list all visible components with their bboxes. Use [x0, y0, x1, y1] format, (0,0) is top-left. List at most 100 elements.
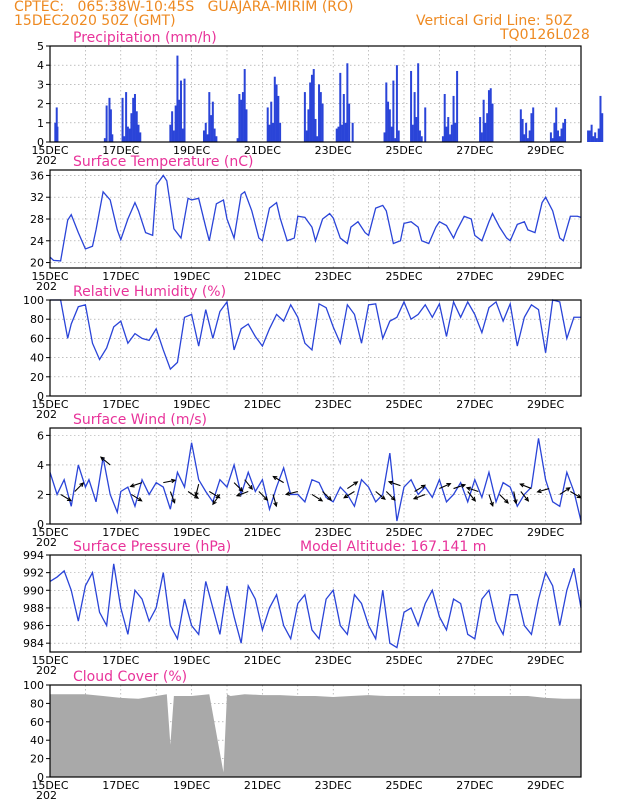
precip-bar [491, 103, 494, 142]
x-date-label: 25DEC [385, 526, 422, 539]
wind-arrow [343, 491, 355, 499]
wind-arrow-head [129, 483, 135, 488]
wind-arrow-head [66, 496, 72, 502]
header-station: CPTEC: 065:38W-10:45S GUAJARA-MIRIM (RO) [14, 0, 354, 15]
precip-bar [449, 134, 452, 142]
wind-arrow [375, 491, 386, 500]
precip-bar [309, 82, 312, 142]
wind-arrow [272, 494, 277, 507]
x-date-label: 15DEC [31, 526, 68, 539]
y-tick-label: 2 [37, 488, 44, 501]
series-line [49, 174, 582, 262]
y-tick-label: 1 [37, 117, 44, 130]
precip-bar [415, 117, 418, 142]
y-tick-label: 5 [37, 40, 44, 53]
precip-bar [103, 138, 106, 142]
panel-title: Surface Wind (m/s) [73, 412, 207, 428]
precip-bar [395, 65, 398, 142]
precip-bar [312, 69, 315, 142]
y-tick-label: 32 [30, 191, 44, 204]
x-date-label: 15DEC [31, 270, 68, 283]
wind-arrow-head [536, 488, 542, 494]
precip-bar [310, 74, 313, 142]
y-tick-label: 100 [23, 294, 44, 307]
wind-arrow-head [489, 501, 494, 508]
precip-bar [413, 92, 416, 142]
x-date-label: 27DEC [456, 270, 493, 283]
x-date-label: 15DEC [31, 654, 68, 667]
precip-bar [482, 99, 485, 142]
wind-arrow-head [420, 484, 426, 489]
precip-bar [397, 130, 400, 142]
precip-bar [555, 107, 558, 142]
precip-bar [556, 130, 559, 142]
y-tick-label: 80 [30, 697, 44, 710]
wind-arrow-head [273, 501, 278, 508]
precip-bar [551, 138, 554, 142]
precip-bar [240, 99, 243, 142]
panel-title: Surface Pressure (hPa) [73, 539, 231, 555]
precip-bar [523, 134, 526, 142]
precip-bar [521, 118, 524, 142]
cloud-cover-area [50, 694, 581, 777]
x-date-label: 25DEC [385, 779, 422, 792]
wind-arrow-head [212, 500, 217, 506]
wind-arrow-head [194, 491, 199, 497]
y-tick-label: 992 [23, 567, 44, 580]
precip-bar [108, 97, 111, 142]
precip-bar [275, 84, 278, 142]
model-altitude-note: Model Altitude: 167.141 m [300, 539, 486, 555]
wind-arrow [187, 491, 199, 499]
precip-bar [441, 136, 444, 142]
y-tick-label: 4 [37, 59, 44, 72]
x-date-label: 27DEC [456, 779, 493, 792]
y-tick-label: 990 [23, 584, 44, 597]
precip-bar [321, 103, 324, 142]
x-date-label: 21DEC [244, 526, 281, 539]
wind-arrow-head [137, 497, 143, 502]
y-tick-label: 20 [30, 371, 44, 384]
precip-bar [526, 138, 529, 142]
wind-arrow [286, 490, 298, 495]
x-date-label: 27DEC [456, 526, 493, 539]
y-tick-label: 36 [30, 169, 44, 182]
y-tick-label: 24 [30, 235, 44, 248]
y-tick-label: 100 [23, 679, 44, 692]
x-date-label: 25DEC [385, 144, 422, 157]
precip-bar [316, 136, 319, 142]
wind-arrow [385, 491, 396, 501]
wind-arrow [322, 491, 332, 501]
wind-arrow-head [171, 498, 176, 504]
panel-title: Surface Temperature (nC) [73, 154, 254, 170]
series-line [49, 438, 582, 522]
panel-frame [49, 427, 582, 525]
precip-bar [341, 124, 344, 142]
wind-arrow [570, 491, 581, 499]
x-date-label: 23DEC [315, 654, 352, 667]
wind-arrow-head [263, 496, 269, 501]
precip-bar [418, 130, 421, 142]
precip-bar [445, 126, 448, 142]
panel-title: Relative Humidity (%) [73, 284, 226, 300]
wind-arrow-head [238, 487, 244, 493]
precip-bar [178, 99, 181, 142]
precip-bar [410, 70, 413, 142]
wind-arrow-head [215, 494, 221, 499]
precip-bar [137, 124, 140, 142]
precip-bar [238, 94, 241, 142]
x-year-prefix: 202 [36, 789, 57, 800]
wind-arrow [100, 456, 111, 466]
panel-frame [49, 684, 582, 778]
x-date-label: 15DEC [31, 779, 68, 792]
precip-bar [305, 130, 308, 142]
precip-bar [392, 80, 395, 142]
precip-bar [549, 132, 552, 142]
precip-bar [213, 128, 216, 142]
y-tick-label: 984 [23, 637, 44, 650]
x-date-label: 17DEC [102, 654, 139, 667]
precip-bar [277, 95, 280, 142]
wind-arrow [273, 476, 284, 484]
precip-bar [183, 78, 186, 142]
wind-arrow-head [353, 481, 359, 486]
